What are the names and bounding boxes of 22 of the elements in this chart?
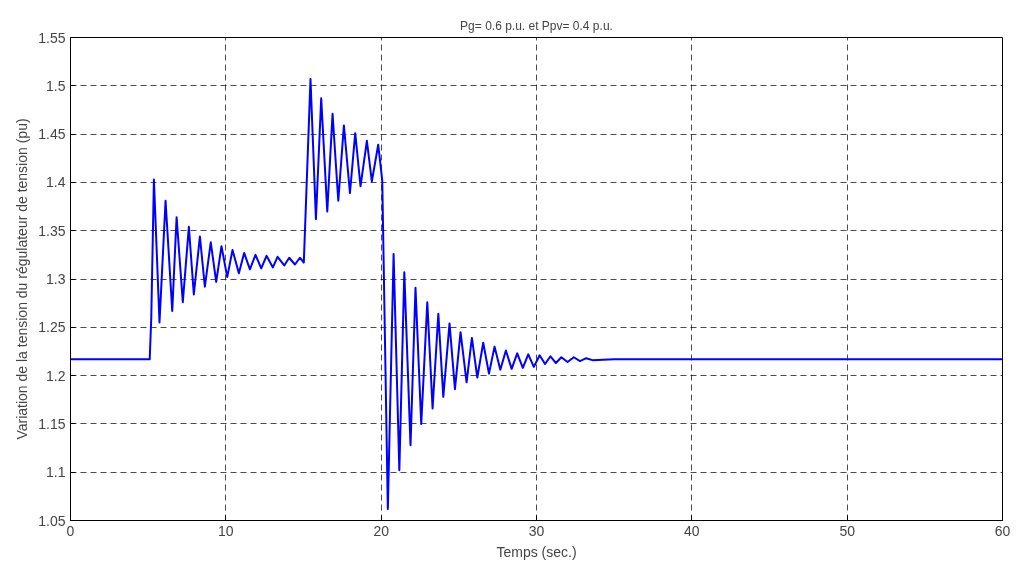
y-tick-label: 1.25 xyxy=(38,319,66,336)
y-tick-label: 1.3 xyxy=(46,271,66,287)
x-axis-title: Temps (sec.) xyxy=(496,543,577,560)
x-tick-label: 50 xyxy=(839,522,856,539)
x-tick-label: 30 xyxy=(528,522,545,539)
y-tick-label: 1.4 xyxy=(46,174,66,191)
y-tick-label: 1.05 xyxy=(38,512,66,529)
y-tick-label: 1.5 xyxy=(46,77,66,94)
y-tick-label: 1.15 xyxy=(38,415,66,432)
y-axis-title: Variation de la tension du régulateur de tension (pu) xyxy=(14,118,31,440)
y-tick-label: 1.45 xyxy=(38,126,66,143)
y-tick-label: 1.1 xyxy=(46,464,66,481)
y-tick-label: 1.55 xyxy=(38,29,66,46)
x-tick-label: 40 xyxy=(684,522,700,539)
x-tick-label: 20 xyxy=(373,522,390,539)
x-tick-label: 60 xyxy=(994,522,1011,539)
y-tick-label: 1.2 xyxy=(46,367,66,384)
y-tick-label: 1.35 xyxy=(38,222,66,239)
x-tick-label: 0 xyxy=(66,522,75,539)
chart-title: Pg= 0.6 p.u. et Ppv= 0.4 p.u. xyxy=(460,18,613,33)
x-tick-label: 10 xyxy=(218,522,234,539)
line-series xyxy=(70,78,1003,510)
